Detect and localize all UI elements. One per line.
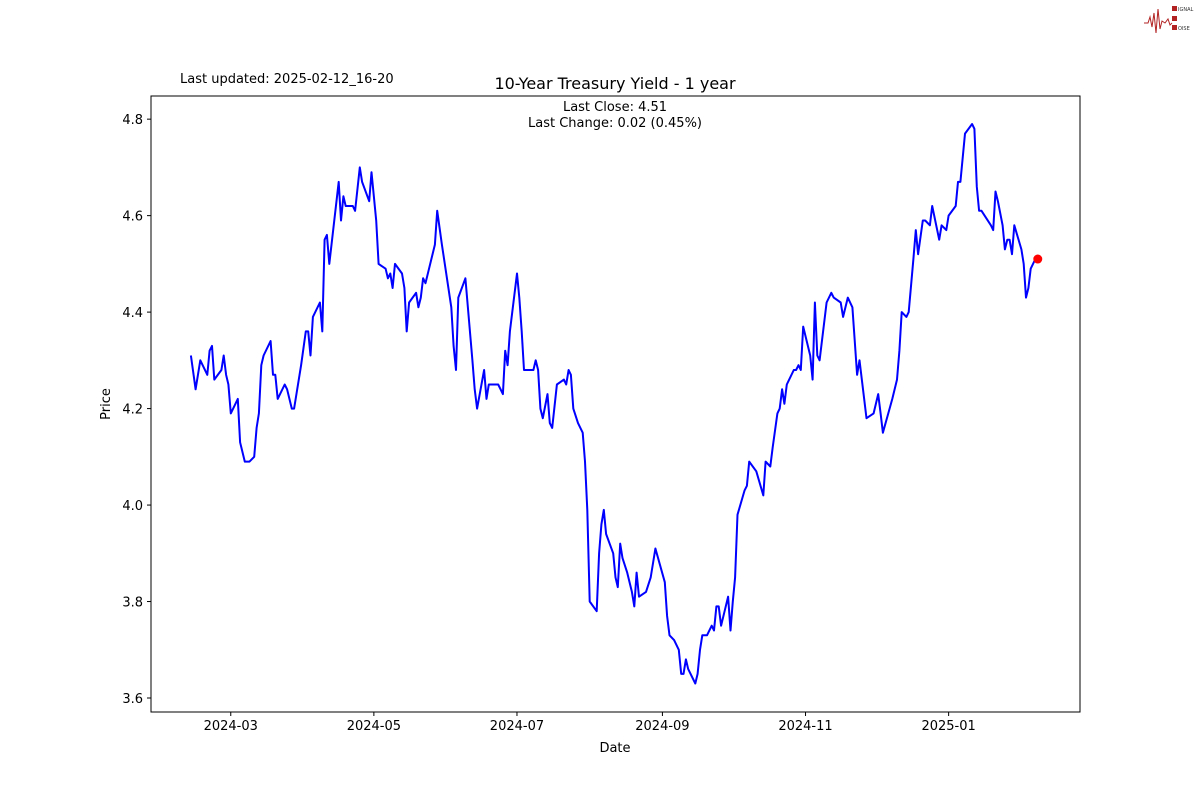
x-tick-label: 2024-05 [347, 719, 401, 734]
svg-text:OISE: OISE [1178, 26, 1190, 32]
x-tick-label: 2024-03 [204, 719, 258, 734]
x-tick-label: 2024-07 [490, 719, 544, 734]
y-tick-label: 4.2 [122, 403, 143, 418]
y-axis-label: Price [99, 388, 114, 420]
x-axis-label: Date [599, 741, 630, 756]
chart-title: 10-Year Treasury Yield - 1 year [494, 74, 736, 93]
x-tick-label: 2024-09 [635, 719, 689, 734]
series-line [189, 123, 1038, 685]
y-tick-label: 4.6 [122, 210, 143, 225]
x-tick-label: 2025-01 [921, 719, 975, 734]
last-close-annotation: Last Close: 4.51 [563, 100, 667, 115]
last-updated-label: Last updated: 2025-02-12_16-20 [180, 72, 394, 87]
last-point-marker [1033, 254, 1043, 264]
x-tick-label: 2024-11 [778, 719, 832, 734]
plot-frame [150, 95, 1081, 713]
logo: IGNAL OISE [1143, 3, 1195, 37]
y-tick-label: 3.6 [122, 692, 143, 707]
svg-text:IGNAL: IGNAL [1178, 7, 1194, 13]
y-tick-label: 3.8 [122, 596, 143, 611]
y-tick-label: 4.8 [122, 113, 143, 128]
y-tick-label: 4.0 [122, 499, 143, 514]
last-change-annotation: Last Change: 0.02 (0.45%) [528, 116, 702, 131]
y-tick-label: 4.4 [122, 306, 143, 321]
